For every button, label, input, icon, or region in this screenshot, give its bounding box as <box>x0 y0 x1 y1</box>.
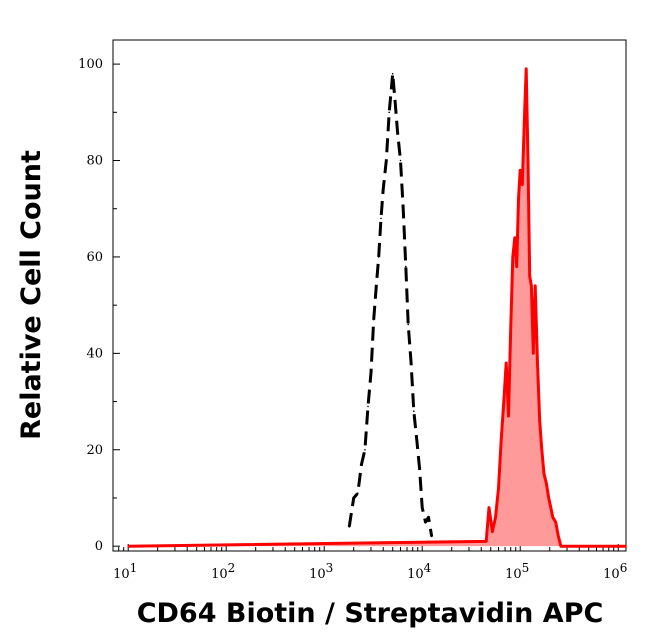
data-point <box>550 506 552 509</box>
y-tick-label: 40 <box>86 346 103 361</box>
x-tick-label: 101 <box>113 561 137 582</box>
data-point <box>367 405 369 408</box>
data-point <box>519 169 521 171</box>
series-fill-1 <box>128 68 626 547</box>
series-line-0 <box>347 72 434 537</box>
data-point <box>396 130 399 133</box>
data-point <box>560 545 562 547</box>
data-point <box>527 159 529 162</box>
data-point <box>554 521 557 523</box>
data-point <box>407 323 410 326</box>
data-point <box>394 101 397 104</box>
data-point <box>370 371 372 374</box>
data-point <box>536 362 539 364</box>
data-point <box>491 530 494 533</box>
y-tick-label: 60 <box>86 250 103 265</box>
data-point <box>497 487 500 490</box>
data-point <box>494 516 497 519</box>
x-tick-label: 105 <box>505 561 529 582</box>
x-tick-label: 106 <box>603 561 627 582</box>
data-point <box>512 256 514 258</box>
data-point <box>541 449 543 451</box>
data-point <box>545 482 548 485</box>
data-point <box>523 121 526 123</box>
x-tick-label: 103 <box>309 561 333 582</box>
data-point <box>416 439 418 441</box>
data-point <box>514 236 516 239</box>
data-point <box>507 415 510 417</box>
data-point <box>625 545 627 547</box>
data-point <box>505 362 508 364</box>
data-point <box>402 207 405 210</box>
data-point <box>410 362 412 364</box>
data-point <box>364 449 366 451</box>
x-tick-label: 104 <box>407 561 432 582</box>
y-axis: 0 20 40 60 80 100 <box>78 57 120 554</box>
data-point <box>405 265 407 268</box>
series-layer <box>127 67 627 548</box>
data-point <box>528 275 531 278</box>
x-tick-label: 102 <box>211 561 235 582</box>
data-point <box>375 285 378 287</box>
x-axis: 101 102 103 104 105 106 <box>112 544 627 582</box>
data-point <box>348 526 351 528</box>
data-point <box>372 318 375 321</box>
data-point <box>418 468 421 470</box>
data-point <box>360 463 363 466</box>
data-point <box>488 506 490 509</box>
data-point <box>521 183 524 186</box>
plot-frame <box>112 39 627 552</box>
data-point <box>377 256 380 258</box>
data-point <box>534 285 536 287</box>
data-point <box>543 473 545 475</box>
data-point <box>357 492 359 495</box>
data-point <box>515 265 518 268</box>
y-tick-label: 0 <box>95 539 103 554</box>
data-point <box>525 68 527 70</box>
data-point <box>530 285 533 287</box>
data-point <box>500 439 503 441</box>
data-point <box>385 159 388 162</box>
data-point <box>424 521 427 523</box>
x-axis-title: CD64 Biotin / Streptavidin APC <box>137 598 604 629</box>
data-point <box>399 159 402 162</box>
data-point <box>485 540 488 543</box>
data-point <box>413 410 415 413</box>
data-point <box>380 217 382 220</box>
data-point <box>509 328 512 331</box>
data-point <box>421 506 424 509</box>
data-point <box>503 400 505 403</box>
data-point <box>557 535 560 538</box>
data-point <box>127 545 129 547</box>
data-point <box>352 497 355 499</box>
data-point <box>538 420 541 422</box>
data-point <box>517 198 520 200</box>
data-point <box>552 516 554 519</box>
y-tick-label: 80 <box>86 154 103 169</box>
y-axis-title: Relative Cell Count <box>16 150 47 440</box>
data-point <box>547 497 550 499</box>
series-line-1 <box>128 67 626 548</box>
data-point <box>430 535 433 538</box>
data-point <box>391 72 394 75</box>
data-point <box>532 352 535 355</box>
data-point <box>427 516 430 519</box>
data-point <box>382 188 385 191</box>
data-point <box>388 111 391 114</box>
y-tick-label: 20 <box>86 443 103 458</box>
y-tick-label: 100 <box>78 57 103 72</box>
